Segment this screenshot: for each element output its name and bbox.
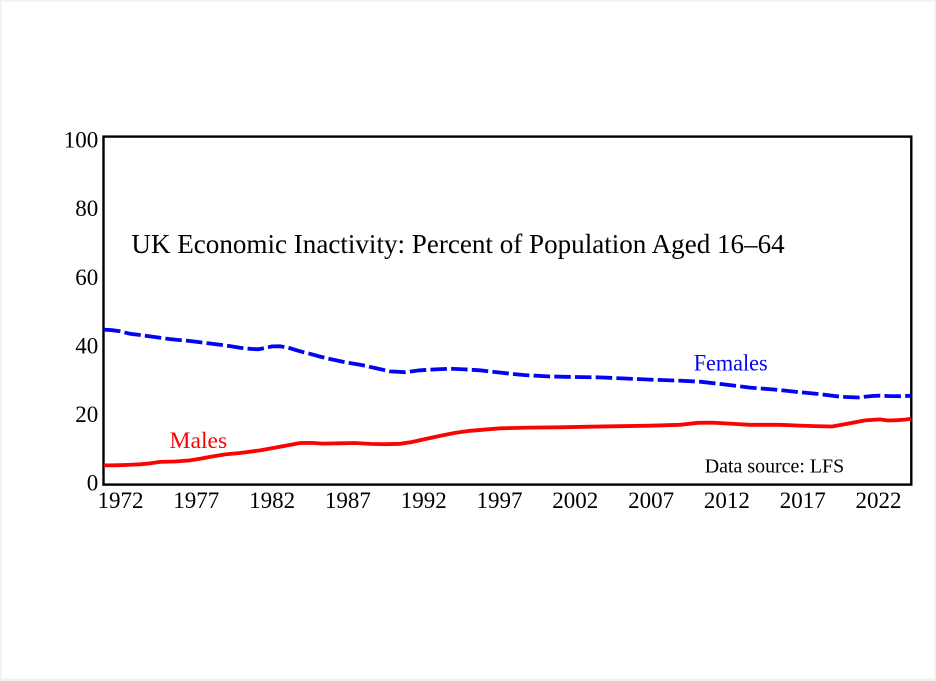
svg-text:Females: Females	[694, 351, 768, 376]
svg-text:UK Economic Inactivity: Percen: UK Economic Inactivity: Percent of Popul…	[131, 229, 785, 259]
svg-text:2012: 2012	[704, 488, 750, 513]
svg-text:40: 40	[75, 333, 98, 358]
svg-text:1977: 1977	[173, 488, 219, 513]
svg-text:100: 100	[64, 127, 99, 152]
svg-text:2022: 2022	[856, 488, 902, 513]
svg-text:Males: Males	[170, 428, 228, 453]
svg-text:1987: 1987	[325, 488, 371, 513]
svg-text:80: 80	[75, 196, 98, 221]
svg-text:2002: 2002	[552, 488, 598, 513]
svg-text:1982: 1982	[249, 488, 295, 513]
svg-text:1992: 1992	[401, 488, 447, 513]
svg-text:2017: 2017	[780, 488, 826, 513]
svg-text:0: 0	[87, 471, 99, 496]
svg-text:60: 60	[75, 265, 98, 290]
svg-text:20: 20	[75, 402, 98, 427]
svg-text:1997: 1997	[477, 488, 523, 513]
svg-text:2007: 2007	[628, 488, 674, 513]
svg-text:1972: 1972	[98, 488, 144, 513]
svg-text:Data source: LFS: Data source: LFS	[705, 456, 844, 478]
